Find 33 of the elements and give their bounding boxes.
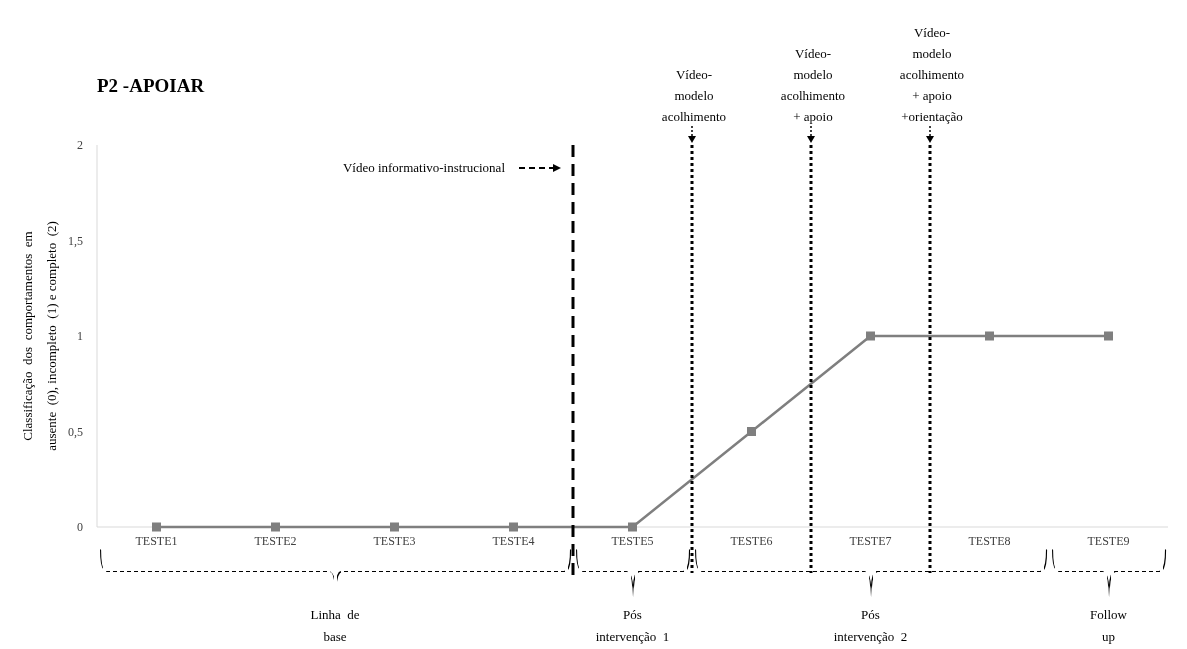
text: Vídeo- modelo acolhimento + apoio: [780, 46, 846, 124]
point: [152, 522, 161, 532]
text: Vídeo- modelo acolhimento: [661, 67, 727, 124]
text: Pós intervenção 1: [595, 607, 670, 644]
text: Pós intervenção 2: [833, 607, 908, 644]
x-tick-label: TESTE1: [135, 534, 178, 548]
y-tick-label: 1,5: [68, 233, 83, 248]
point: [390, 522, 399, 532]
point: [1104, 331, 1113, 341]
text: Vídeo- modelo acolhimento + apoio +orientação: [899, 25, 965, 124]
point: [866, 331, 875, 341]
x-tick-label: TESTE4: [492, 534, 535, 548]
x-tick-label: TESTE9: [1087, 534, 1130, 548]
text: Linha de base: [310, 607, 360, 644]
chart-title: P2 -APOIAR: [97, 75, 205, 96]
text: Follow up: [1090, 607, 1128, 644]
y-tick-label: 1: [77, 329, 83, 343]
point: [747, 427, 756, 436]
y-axis-title: Classificação dos comportamentos em ausente (0), incompleto (1) e completo (2): [20, 221, 59, 451]
point: [628, 522, 637, 532]
y-tick-label: 0: [77, 520, 83, 534]
x-tick-label: TESTE5: [611, 534, 654, 548]
annotation: Vídeo informativo-instrucional: [342, 160, 506, 175]
y-tick-label: 0,5: [68, 424, 83, 439]
y-tick-label: 2: [77, 138, 83, 152]
x-tick-label: TESTE3: [373, 534, 416, 548]
point: [985, 331, 994, 341]
x-tick-label: TESTE6: [730, 534, 773, 548]
point: [509, 522, 518, 532]
x-tick-label: TESTE2: [254, 534, 297, 548]
point: [271, 522, 280, 532]
x-tick-label: TESTE7: [849, 534, 892, 548]
x-tick-label: TESTE8: [968, 534, 1011, 548]
